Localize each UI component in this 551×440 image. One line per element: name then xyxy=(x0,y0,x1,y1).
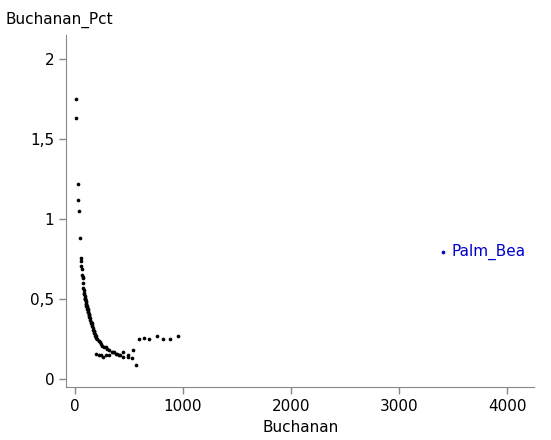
Point xyxy=(83,307,92,314)
Point xyxy=(159,336,168,343)
Point xyxy=(82,302,91,309)
Point xyxy=(85,315,94,322)
Point xyxy=(81,296,90,303)
Point xyxy=(88,321,96,328)
Point xyxy=(79,289,88,296)
Point xyxy=(79,280,88,287)
Point xyxy=(85,313,94,320)
Point xyxy=(91,333,100,340)
Point xyxy=(129,347,138,354)
Point xyxy=(94,352,103,359)
Point xyxy=(105,352,114,359)
Point xyxy=(98,342,107,349)
Point xyxy=(105,347,114,354)
Point xyxy=(101,344,110,351)
Point xyxy=(165,336,174,343)
Point xyxy=(87,320,96,327)
Point xyxy=(439,248,448,255)
Point xyxy=(78,275,87,282)
Point xyxy=(81,296,90,303)
Point xyxy=(75,235,84,242)
Point xyxy=(145,336,154,343)
Point xyxy=(134,336,143,343)
Point xyxy=(86,316,95,323)
Point xyxy=(77,265,86,272)
Point xyxy=(73,180,82,187)
Point xyxy=(90,328,99,335)
Point xyxy=(78,271,87,279)
Point xyxy=(84,312,93,319)
Point xyxy=(87,320,95,327)
Point xyxy=(82,301,91,308)
Point xyxy=(72,115,80,122)
Point xyxy=(85,312,94,319)
Point xyxy=(91,333,100,340)
Point xyxy=(128,355,137,362)
Point xyxy=(84,310,93,317)
Point xyxy=(108,348,117,356)
Point xyxy=(139,334,148,341)
Point xyxy=(93,336,101,343)
Point xyxy=(92,350,101,357)
Point xyxy=(88,323,97,330)
Point xyxy=(74,197,83,204)
Point xyxy=(96,341,105,348)
Point xyxy=(83,305,92,312)
Point xyxy=(103,345,112,352)
Point xyxy=(83,305,91,312)
Point xyxy=(94,337,103,345)
X-axis label: Buchanan: Buchanan xyxy=(262,420,338,435)
Point xyxy=(109,348,118,356)
Point xyxy=(119,348,128,356)
Point xyxy=(84,308,93,315)
Point xyxy=(90,329,99,336)
Point xyxy=(99,353,107,360)
Point xyxy=(92,334,101,341)
Point xyxy=(102,352,111,359)
Point xyxy=(82,299,90,306)
Point xyxy=(88,324,97,331)
Point xyxy=(80,293,89,300)
Point xyxy=(89,328,98,335)
Point xyxy=(90,331,99,338)
Point xyxy=(123,353,132,360)
Point xyxy=(132,361,141,368)
Point xyxy=(82,301,90,308)
Point xyxy=(80,296,89,303)
Point xyxy=(71,95,80,103)
Point xyxy=(80,294,89,301)
Point xyxy=(77,257,85,264)
Point xyxy=(116,352,125,359)
Point xyxy=(77,262,85,269)
Point xyxy=(79,286,88,293)
Point xyxy=(82,302,91,309)
Point xyxy=(74,208,83,215)
Point xyxy=(80,291,89,298)
Point xyxy=(100,344,109,351)
Point xyxy=(76,254,85,261)
Point xyxy=(96,352,105,359)
Point xyxy=(81,297,90,304)
Point xyxy=(84,308,93,315)
Point xyxy=(83,304,91,311)
Text: Palm_Bea: Palm_Bea xyxy=(452,244,526,260)
Point xyxy=(86,318,95,325)
Point xyxy=(115,352,123,359)
Point xyxy=(111,350,120,357)
Point xyxy=(119,353,128,360)
Point xyxy=(112,350,121,357)
Point xyxy=(78,273,87,280)
Point xyxy=(89,326,98,333)
Point xyxy=(79,285,88,292)
Point xyxy=(123,352,132,359)
Point xyxy=(95,339,104,346)
Point xyxy=(173,333,182,340)
Point xyxy=(153,333,161,340)
Point xyxy=(93,336,102,343)
Text: Buchanan_Pct: Buchanan_Pct xyxy=(5,12,113,28)
Point xyxy=(107,348,116,356)
